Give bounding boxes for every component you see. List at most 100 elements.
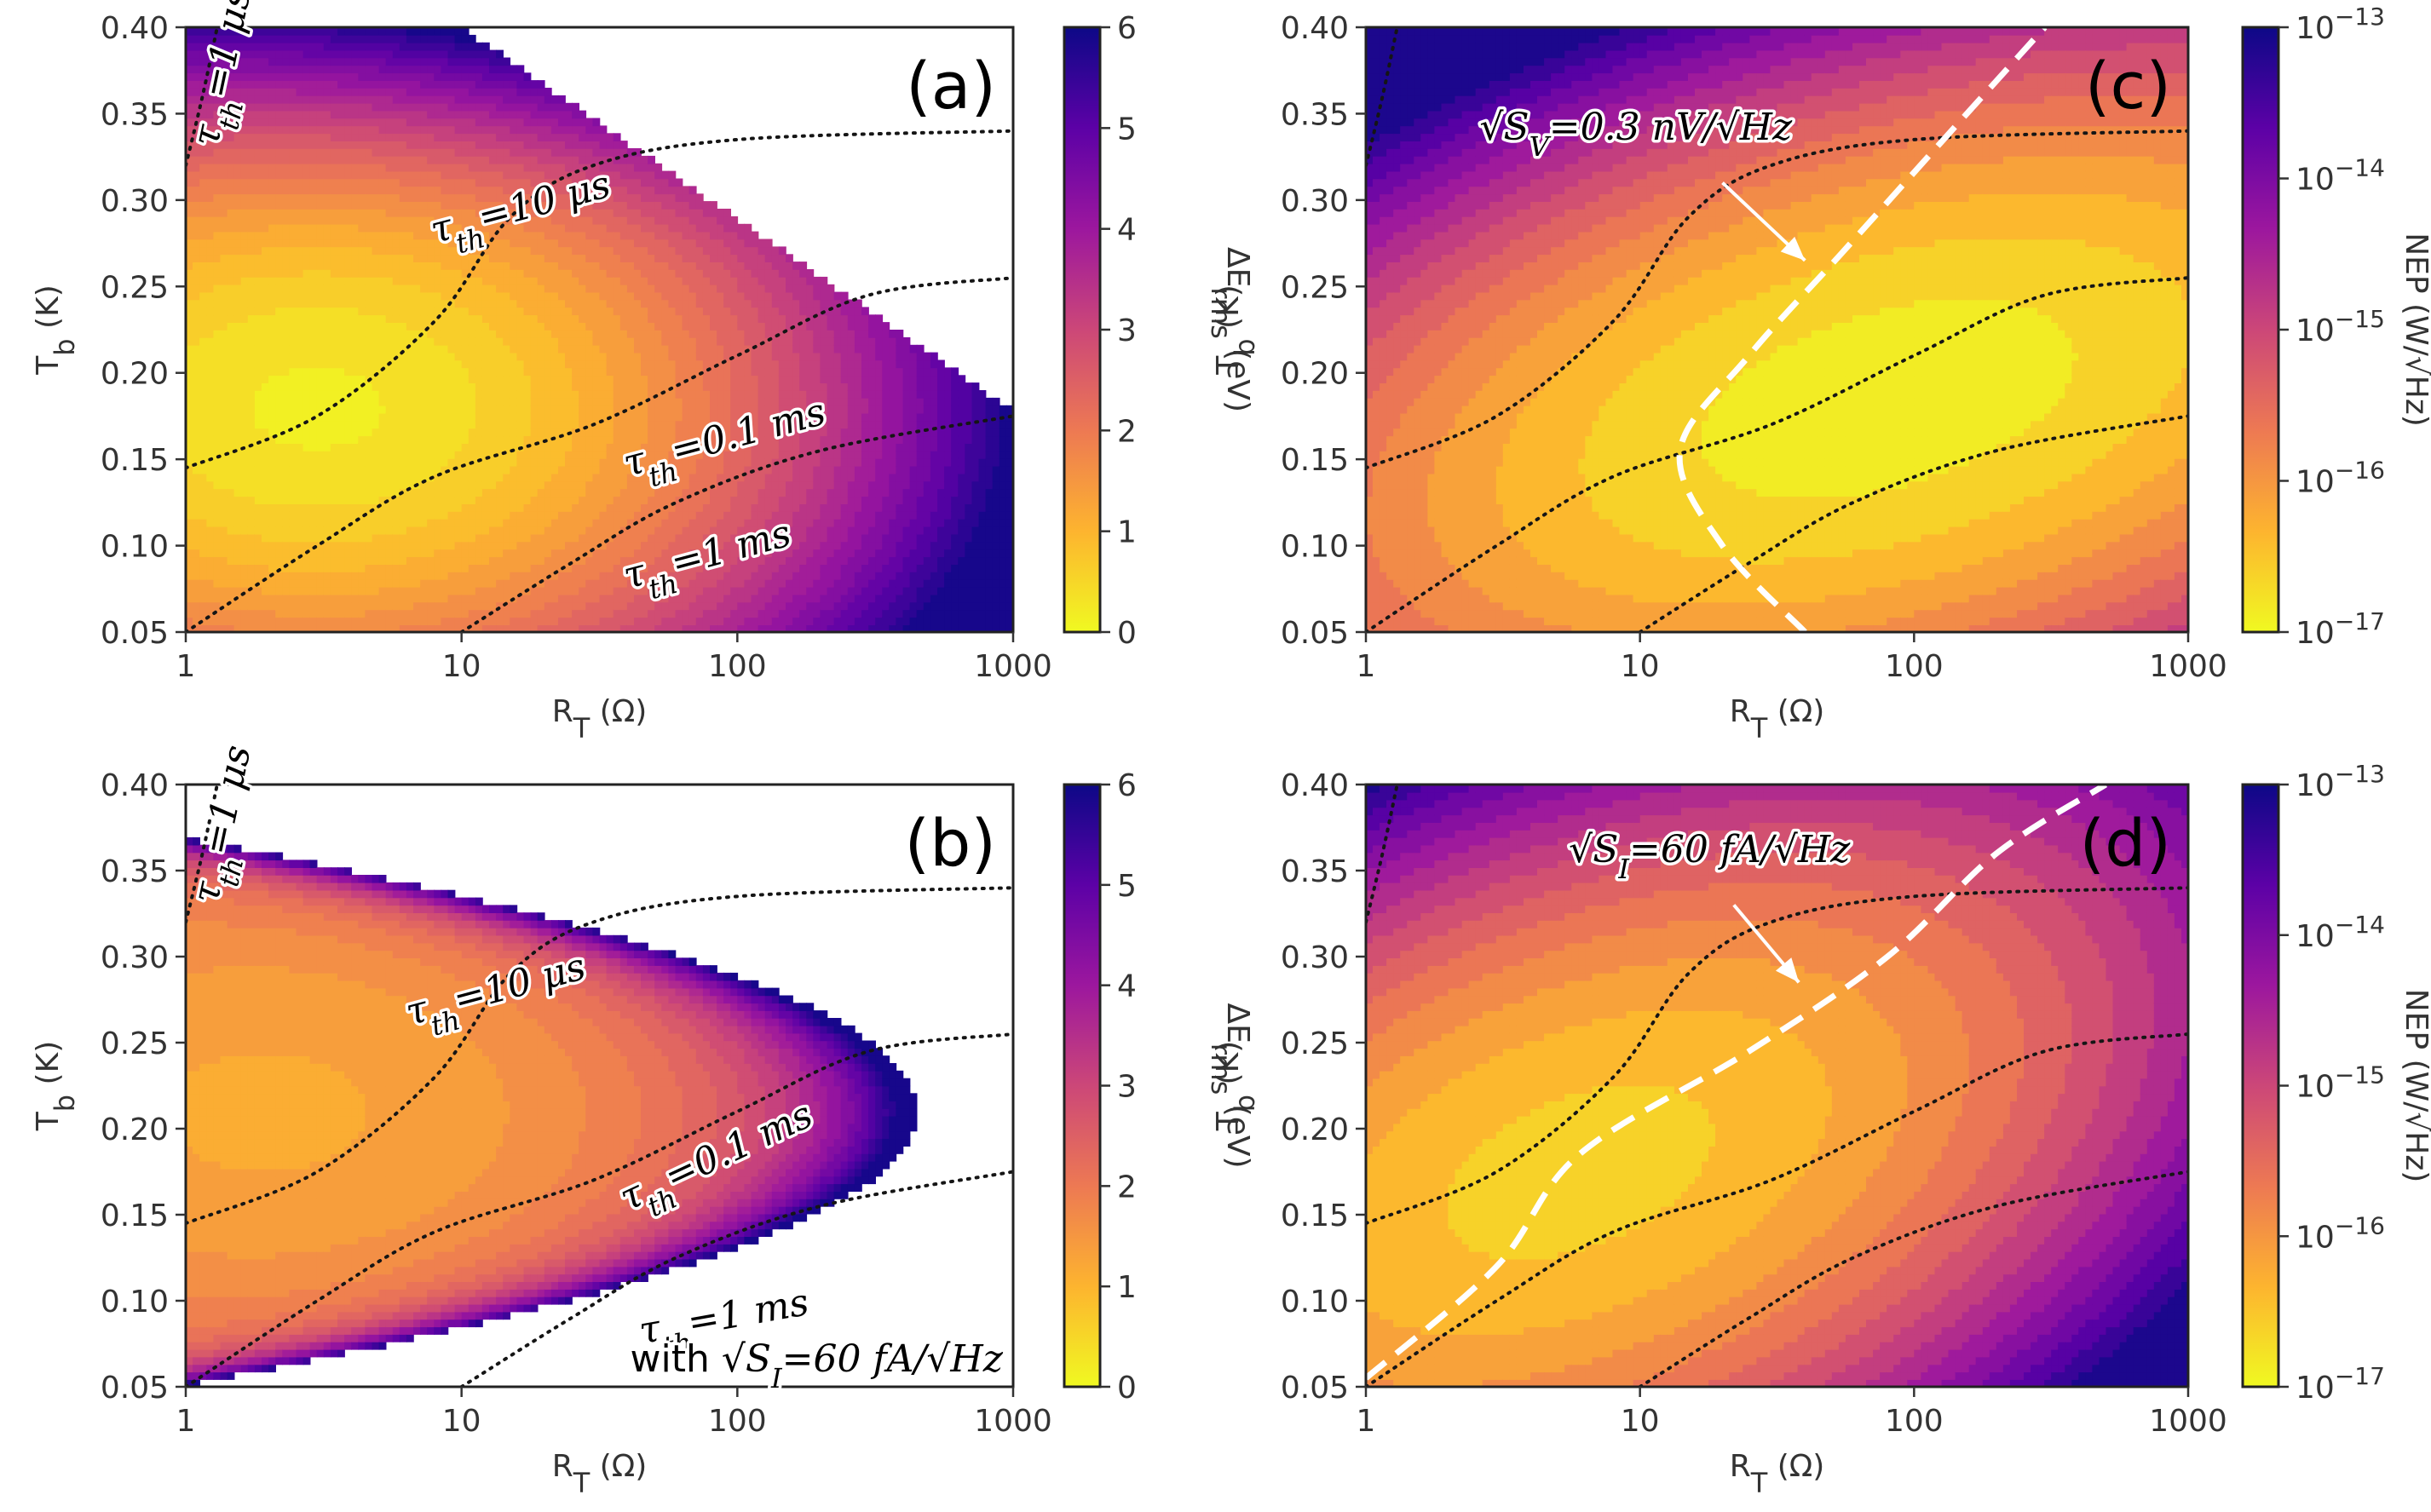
heatmap-cell xyxy=(323,617,331,625)
heatmap-cell xyxy=(213,330,222,338)
heatmap-cell xyxy=(193,564,200,572)
heatmap-cell xyxy=(351,473,360,482)
heatmap-cell xyxy=(337,572,345,580)
heatmap-cell xyxy=(489,533,497,543)
heatmap-cell xyxy=(262,284,269,293)
heatmap-cell xyxy=(193,465,200,474)
heatmap-cell xyxy=(550,473,559,482)
heatmap-cell xyxy=(365,216,373,225)
heatmap-cell xyxy=(481,223,490,233)
heatmap-cell xyxy=(475,594,483,603)
heatmap-cell xyxy=(565,397,573,406)
heatmap-cell xyxy=(461,246,469,256)
heatmap-cell xyxy=(302,216,311,225)
heatmap-cell xyxy=(454,102,463,112)
heatmap-cell xyxy=(289,451,297,459)
heatmap-cell xyxy=(613,193,621,202)
heatmap-cell xyxy=(365,617,373,625)
heatmap-cell xyxy=(572,541,579,550)
heatmap-cell xyxy=(606,443,614,451)
heatmap-cell xyxy=(516,284,525,293)
heatmap-cell xyxy=(613,412,621,422)
heatmap-cell xyxy=(496,95,504,104)
heatmap-cell xyxy=(392,451,400,459)
heatmap-cell xyxy=(427,163,435,172)
heatmap-cell xyxy=(213,359,222,369)
heatmap-cell xyxy=(427,276,435,285)
heatmap-cell xyxy=(344,412,352,422)
heatmap-cell xyxy=(503,262,511,270)
heatmap-cell xyxy=(572,110,579,119)
heatmap-cell xyxy=(316,95,325,104)
heatmap-cell xyxy=(268,314,276,323)
heatmap-cell xyxy=(510,564,518,572)
heatmap-cell xyxy=(481,118,490,127)
heatmap-cell xyxy=(296,102,304,112)
heatmap-cell xyxy=(399,170,407,180)
heatmap-cell xyxy=(406,375,414,383)
heatmap-cell xyxy=(199,299,208,308)
heatmap-cell xyxy=(530,322,539,331)
heatmap-cell xyxy=(302,193,311,202)
heatmap-cell xyxy=(199,125,208,135)
heatmap-cell xyxy=(599,578,608,588)
heatmap-cell xyxy=(537,336,545,346)
heatmap-cell xyxy=(550,322,559,331)
heatmap-cell xyxy=(330,42,338,51)
heatmap-cell xyxy=(193,496,200,504)
heatmap-cell xyxy=(385,155,394,164)
heatmap-cell xyxy=(233,473,242,482)
heatmap-cell xyxy=(240,344,249,354)
heatmap-cells xyxy=(186,27,1013,632)
heatmap-cell xyxy=(572,276,579,285)
heatmap-cell xyxy=(358,367,366,377)
heatmap-cell xyxy=(565,405,573,414)
heatmap-cell xyxy=(233,155,242,164)
heatmap-cell xyxy=(289,95,297,104)
heatmap-cell xyxy=(606,488,614,497)
heatmap-cell xyxy=(619,503,628,512)
heatmap-cell xyxy=(413,443,421,451)
heatmap-cell xyxy=(247,291,256,301)
heatmap-cell xyxy=(454,617,463,625)
heatmap-cell xyxy=(481,359,490,369)
heatmap-cell xyxy=(254,254,262,262)
heatmap-cell xyxy=(365,496,373,504)
heatmap-cell xyxy=(206,601,215,611)
heatmap-cell xyxy=(544,291,552,301)
heatmap-cell xyxy=(323,473,331,482)
heatmap-cell xyxy=(206,496,215,504)
heatmap-cell xyxy=(496,80,504,89)
heatmap-cell xyxy=(275,254,284,262)
heatmap-cell xyxy=(385,578,394,588)
heatmap-cell xyxy=(496,572,504,580)
heatmap-cell xyxy=(434,125,442,135)
heatmap-cell xyxy=(372,412,380,422)
heatmap-cell xyxy=(572,299,579,308)
heatmap-cell xyxy=(302,307,311,316)
heatmap-cell xyxy=(606,178,614,187)
heatmap-cell xyxy=(309,549,318,558)
heatmap-cell xyxy=(468,352,476,361)
heatmap-cell xyxy=(406,412,414,422)
heatmap-cell xyxy=(378,57,387,66)
heatmap-cell xyxy=(316,511,325,520)
heatmap-cell xyxy=(372,262,380,270)
heatmap-cell xyxy=(316,57,325,66)
heatmap-cell xyxy=(592,155,601,164)
heatmap-cell xyxy=(337,465,345,474)
heatmap-cell xyxy=(296,269,304,278)
heatmap-cell xyxy=(399,330,407,338)
heatmap-cell xyxy=(454,284,463,293)
heatmap-cell xyxy=(262,412,269,422)
heatmap-cell xyxy=(468,178,476,187)
heatmap-cell xyxy=(296,246,304,256)
heatmap-cell xyxy=(468,541,476,550)
heatmap-cell xyxy=(447,617,456,625)
heatmap-cell xyxy=(275,594,284,603)
heatmap-cell xyxy=(481,314,490,323)
heatmap-cell xyxy=(572,178,579,187)
heatmap-cell xyxy=(447,375,456,383)
heatmap-cell xyxy=(613,231,621,240)
heatmap-cell xyxy=(406,231,414,240)
